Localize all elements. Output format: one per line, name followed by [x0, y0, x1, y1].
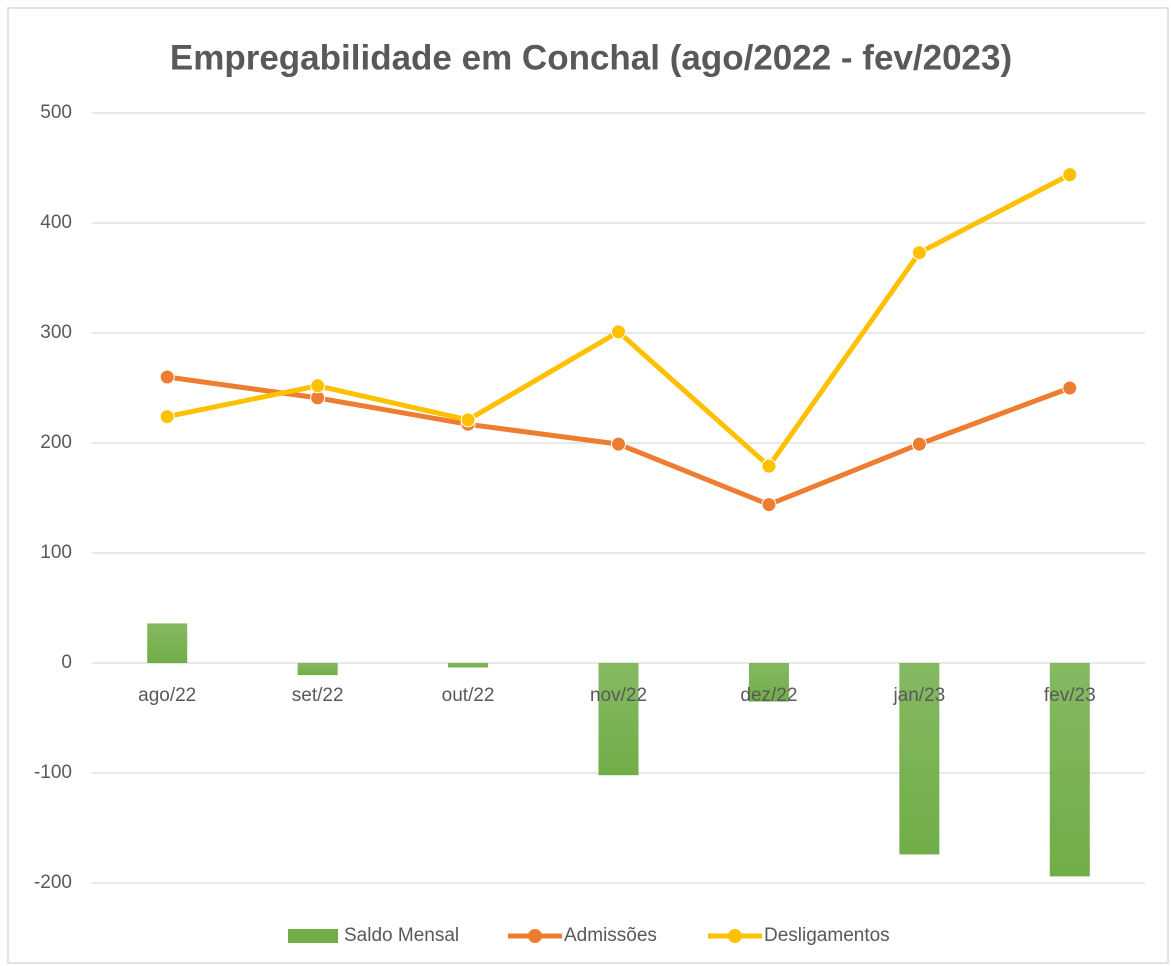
- legend-marker: [728, 929, 742, 943]
- marker: [611, 436, 626, 452]
- bars: [147, 623, 1090, 877]
- legend-label: Saldo Mensal: [344, 925, 459, 946]
- chart-border: [7, 7, 1169, 964]
- bar: [598, 663, 639, 776]
- marker: [761, 458, 777, 474]
- bar: [448, 663, 489, 668]
- y-tick-label: -200: [34, 872, 72, 893]
- x-tick-label: fev/23: [1044, 685, 1096, 706]
- lines: [159, 167, 1078, 513]
- bar: [1049, 663, 1090, 877]
- bar: [147, 623, 188, 663]
- y-tick-label: 0: [61, 652, 72, 673]
- legend-swatch: [288, 929, 338, 943]
- x-tick-label: set/22: [292, 685, 344, 706]
- legend-marker: [528, 929, 542, 943]
- marker: [911, 436, 927, 452]
- marker: [460, 412, 476, 428]
- marker: [911, 245, 927, 261]
- marker: [310, 378, 326, 394]
- grid: -200 -100 0 100 200 300 400 500: [34, 102, 1145, 893]
- x-tick-label: ago/22: [138, 685, 196, 706]
- legend-label: Admissões: [564, 925, 657, 946]
- y-tick-label: 300: [40, 322, 72, 343]
- x-tick-label: dez/22: [740, 685, 797, 706]
- chart-title: Empregabilidade em Conchal (ago/2022 - f…: [170, 38, 1012, 77]
- y-tick-label: 400: [40, 212, 72, 233]
- x-tick-label: out/22: [442, 685, 495, 706]
- x-tick-label: nov/22: [590, 685, 647, 706]
- marker: [1062, 167, 1078, 183]
- marker: [159, 369, 175, 385]
- marker: [611, 324, 626, 340]
- legend-label: Desligamentos: [764, 925, 890, 946]
- bar: [899, 663, 940, 855]
- legend: Saldo Mensal Admissões Desligamentos: [288, 925, 890, 946]
- y-tick-label: -100: [34, 762, 72, 783]
- y-tick-label: 500: [40, 102, 72, 123]
- y-tick-label: 100: [40, 542, 72, 563]
- y-tick-label: 200: [40, 432, 72, 453]
- bar: [297, 663, 338, 676]
- bar: [748, 663, 789, 702]
- marker: [761, 497, 777, 513]
- marker: [1062, 380, 1078, 396]
- x-tick-label: jan/23: [892, 685, 945, 706]
- x-labels: ago/22 set/22 out/22 nov/22 dez/22 jan/23 fev/…: [138, 685, 1096, 706]
- marker: [159, 409, 175, 425]
